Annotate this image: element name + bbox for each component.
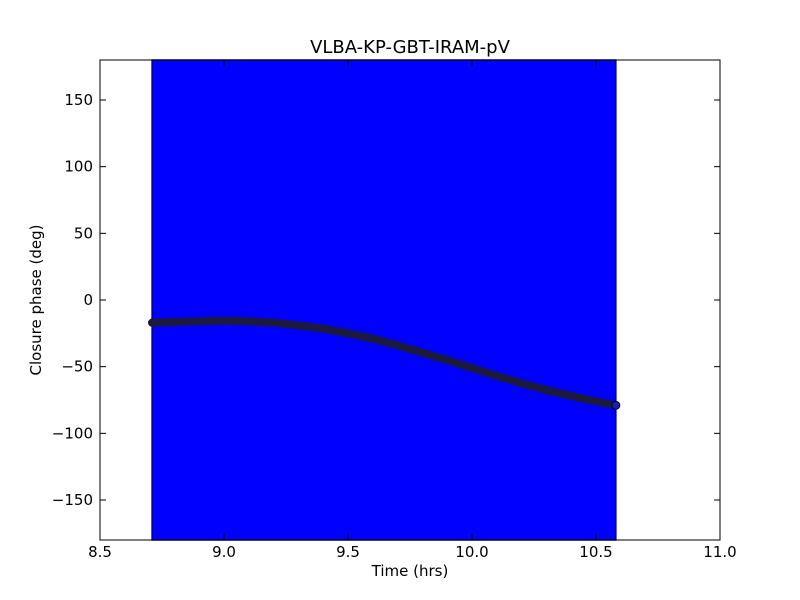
x-tick-label: 9.5 — [336, 543, 360, 561]
y-tick-label: −150 — [52, 491, 93, 509]
error-band — [151, 59, 617, 541]
error-band-rect — [151, 59, 617, 541]
data-point — [220, 316, 228, 325]
data-point — [244, 317, 253, 326]
data-point — [148, 318, 157, 327]
data-point — [195, 317, 204, 326]
y-tick-label: −100 — [52, 424, 93, 442]
x-tick-label: 9.0 — [212, 543, 236, 561]
chart-title: VLBA-KP-GBT-IRAM-pV — [310, 37, 511, 58]
data-point — [269, 318, 278, 327]
x-tick-label: 8.5 — [88, 543, 112, 561]
x-axis-label: Time (hrs) — [371, 562, 449, 580]
y-tick-label: 150 — [64, 91, 93, 109]
data-point — [393, 341, 402, 350]
y-tick-label: −50 — [61, 358, 93, 376]
x-tick-label: 10.0 — [455, 543, 488, 561]
x-tick-label: 11.0 — [703, 543, 736, 561]
data-series — [148, 316, 621, 410]
y-tick-label: 50 — [74, 224, 93, 242]
data-point-end — [611, 400, 621, 410]
y-tick-label: 0 — [83, 291, 93, 309]
y-axis-label: Closure phase (deg) — [27, 225, 45, 376]
data-point — [294, 321, 303, 330]
y-tick-label: 100 — [64, 158, 93, 176]
data-point — [567, 392, 576, 400]
y-axis-ticks: 150 100 50 0 −50 −100 −150 — [52, 91, 720, 509]
data-point — [443, 356, 452, 364]
x-axis-ticks: 8.5 9.0 9.5 10.0 10.5 11.0 — [88, 60, 737, 561]
data-point — [492, 372, 501, 380]
data-point — [517, 379, 526, 388]
data-point — [418, 348, 427, 357]
data-point — [592, 397, 600, 406]
series-line — [148, 316, 620, 410]
data-point — [319, 324, 328, 333]
x-tick-label: 10.5 — [579, 543, 612, 561]
data-point — [368, 334, 377, 343]
data-point — [344, 329, 352, 338]
data-point — [468, 364, 476, 372]
data-point — [542, 386, 551, 394]
data-point — [170, 318, 179, 326]
